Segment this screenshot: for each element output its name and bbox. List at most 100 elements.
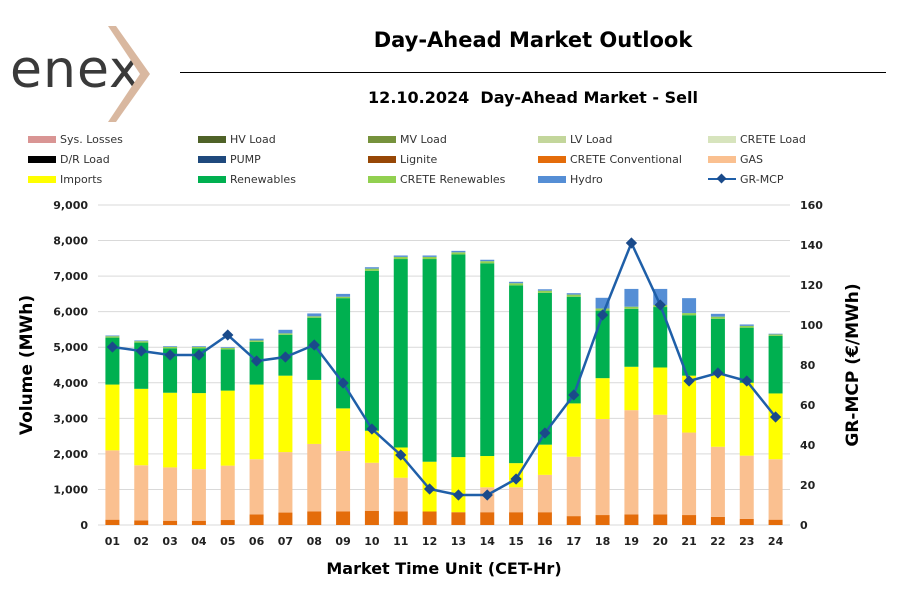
bar-segment [537, 292, 552, 445]
bar-segment [105, 336, 120, 338]
legend-item: Renewables [198, 170, 296, 188]
x-tick-label: 08 [307, 535, 322, 548]
bar-segment [105, 384, 120, 451]
bar-segment [739, 325, 754, 328]
legend-swatch [28, 175, 56, 183]
enex-logo: enex [10, 22, 170, 122]
mcp-point [510, 473, 522, 485]
bar-segment [451, 250, 466, 253]
legend-label: PUMP [230, 152, 261, 166]
bar-segment [739, 382, 754, 456]
y-axis-title: Volume (MWh) [17, 295, 37, 435]
legend-item: CRETE Renewables [368, 170, 505, 188]
x-tick-label: 17 [566, 535, 581, 548]
bar-segment [249, 340, 264, 342]
mcp-point [712, 367, 724, 379]
bar-segment [682, 313, 697, 316]
bar-segment [134, 465, 149, 521]
x-tick-label: 09 [335, 535, 350, 548]
bar-segment [163, 346, 178, 347]
bar-segment [768, 333, 783, 335]
x-tick-label: 05 [220, 535, 235, 548]
mcp-point [423, 483, 436, 495]
bar-segment [249, 338, 264, 341]
bar-segment [480, 259, 495, 262]
y-tick-label: 6,000 [53, 306, 88, 319]
bar-segment [739, 455, 754, 519]
legend-swatch [538, 155, 566, 163]
y2-tick-label: 20 [800, 479, 816, 492]
bar-segment [624, 514, 639, 525]
bar-segment [191, 348, 206, 394]
y-tick-label: 5,000 [53, 341, 88, 354]
x-tick-label: 15 [508, 535, 523, 548]
bar-segment [710, 316, 725, 319]
bar-segment [220, 349, 235, 391]
bar-segment [653, 414, 668, 515]
legend-swatch [198, 175, 226, 183]
legend-swatch [368, 175, 396, 183]
bar-segment [739, 518, 754, 525]
legend-item: Lignite [368, 150, 437, 168]
bar-segment [307, 313, 322, 317]
bar-segment [768, 334, 783, 336]
bar-segment [220, 520, 235, 525]
mcp-point [769, 411, 782, 423]
bar-segment [163, 346, 178, 349]
legend-item: CRETE Conventional [538, 150, 682, 168]
bar-segment [336, 298, 351, 409]
x-tick-label: 13 [451, 535, 466, 548]
y-tick-label: 4,000 [53, 377, 88, 390]
legend-label: HV Load [230, 132, 276, 146]
x-tick-label: 02 [134, 535, 149, 548]
legend-swatch [198, 135, 226, 143]
bar-segment [624, 288, 639, 307]
bar-segment [768, 519, 783, 525]
bar-segment [191, 393, 206, 470]
mcp-point [193, 349, 205, 361]
bar-segment [249, 459, 264, 515]
bar-segment [105, 337, 120, 385]
bar-segment [566, 516, 581, 525]
legend-item: Sys. Losses [28, 130, 123, 148]
y-tick-label: 7,000 [53, 270, 88, 283]
legend-label: Lignite [400, 152, 438, 166]
x-tick-label: 01 [105, 535, 120, 548]
mcp-point [741, 375, 753, 387]
bar-segment [537, 290, 552, 293]
legend-item: Imports [28, 170, 102, 188]
bar-segment [134, 341, 149, 343]
logo-chevron-mark [108, 26, 150, 122]
x-tick-label: 22 [710, 535, 725, 548]
bar-segment [595, 297, 610, 309]
legend-label: Imports [60, 172, 103, 186]
bar-segment [336, 511, 351, 525]
x-tick-label: 21 [681, 535, 696, 548]
bar-segment [624, 308, 639, 367]
bar-segment [595, 378, 610, 420]
legend-swatch [28, 135, 56, 143]
title-divider [180, 72, 886, 73]
mcp-point [481, 489, 493, 501]
bar-segment [134, 342, 149, 389]
legend-item: GAS [708, 150, 763, 168]
x-tick-label: 03 [162, 535, 177, 548]
legend-label: GAS [740, 152, 764, 166]
mcp-point [539, 427, 551, 439]
bar-segment [393, 511, 408, 525]
bar-segment [710, 373, 725, 447]
bar-segment [595, 515, 610, 525]
bar-segment [710, 313, 725, 317]
bar-segment [653, 514, 668, 525]
legend-swatch [368, 135, 396, 143]
x-tick-label: 18 [595, 535, 610, 548]
x-tick-label: 10 [364, 535, 380, 548]
x-tick-label: 07 [278, 535, 293, 548]
bar-segment [105, 335, 120, 337]
legend-label: Hydro [570, 172, 603, 186]
x-tick-label: 24 [768, 535, 784, 548]
bar-segment [422, 256, 437, 260]
bar-segment [480, 263, 495, 457]
bar-segment [105, 519, 120, 525]
bar-segment [480, 512, 495, 525]
